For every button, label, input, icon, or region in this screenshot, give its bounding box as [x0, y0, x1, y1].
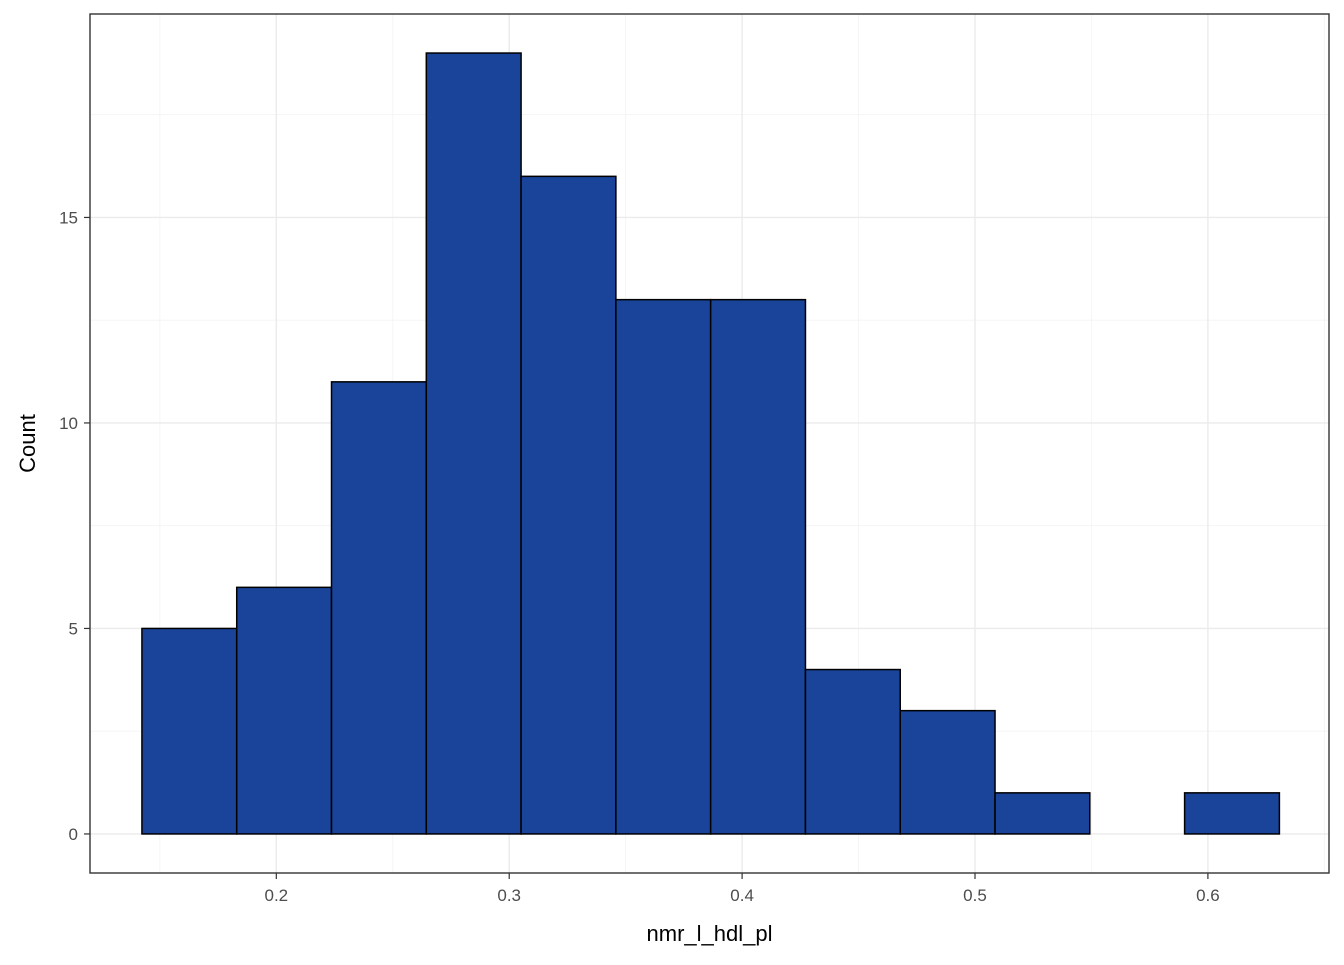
histogram-bar [520, 175, 617, 835]
y-axis-title: Count [15, 414, 40, 473]
x-tick-label: 0.5 [963, 886, 987, 905]
histogram-bars [141, 52, 1281, 835]
x-axis-title: nmr_l_hdl_pl [647, 921, 773, 946]
histogram-bar [235, 586, 333, 835]
y-tick-label: 0 [69, 825, 78, 844]
y-axis: 0 5 10 15 [59, 208, 90, 844]
histogram-bar [615, 298, 712, 835]
x-tick-label: 0.2 [264, 886, 288, 905]
x-axis: 0.2 0.3 0.4 0.5 0.6 [264, 873, 1220, 905]
x-tick-label: 0.6 [1196, 886, 1220, 905]
histogram-bar [899, 709, 996, 835]
x-tick-label: 0.4 [730, 886, 754, 905]
histogram-bar [330, 381, 428, 835]
histogram-bar [709, 298, 807, 835]
y-tick-label: 10 [59, 414, 78, 433]
histogram-bar [141, 627, 238, 835]
x-tick-label: 0.3 [497, 886, 521, 905]
y-tick-label: 15 [59, 208, 78, 227]
panel-border [89, 13, 1330, 874]
histogram-bar [425, 52, 522, 835]
histogram-bar [1183, 792, 1281, 835]
histogram-bar [804, 668, 901, 835]
histogram-bar [994, 792, 1091, 835]
y-tick-label: 5 [69, 619, 78, 638]
